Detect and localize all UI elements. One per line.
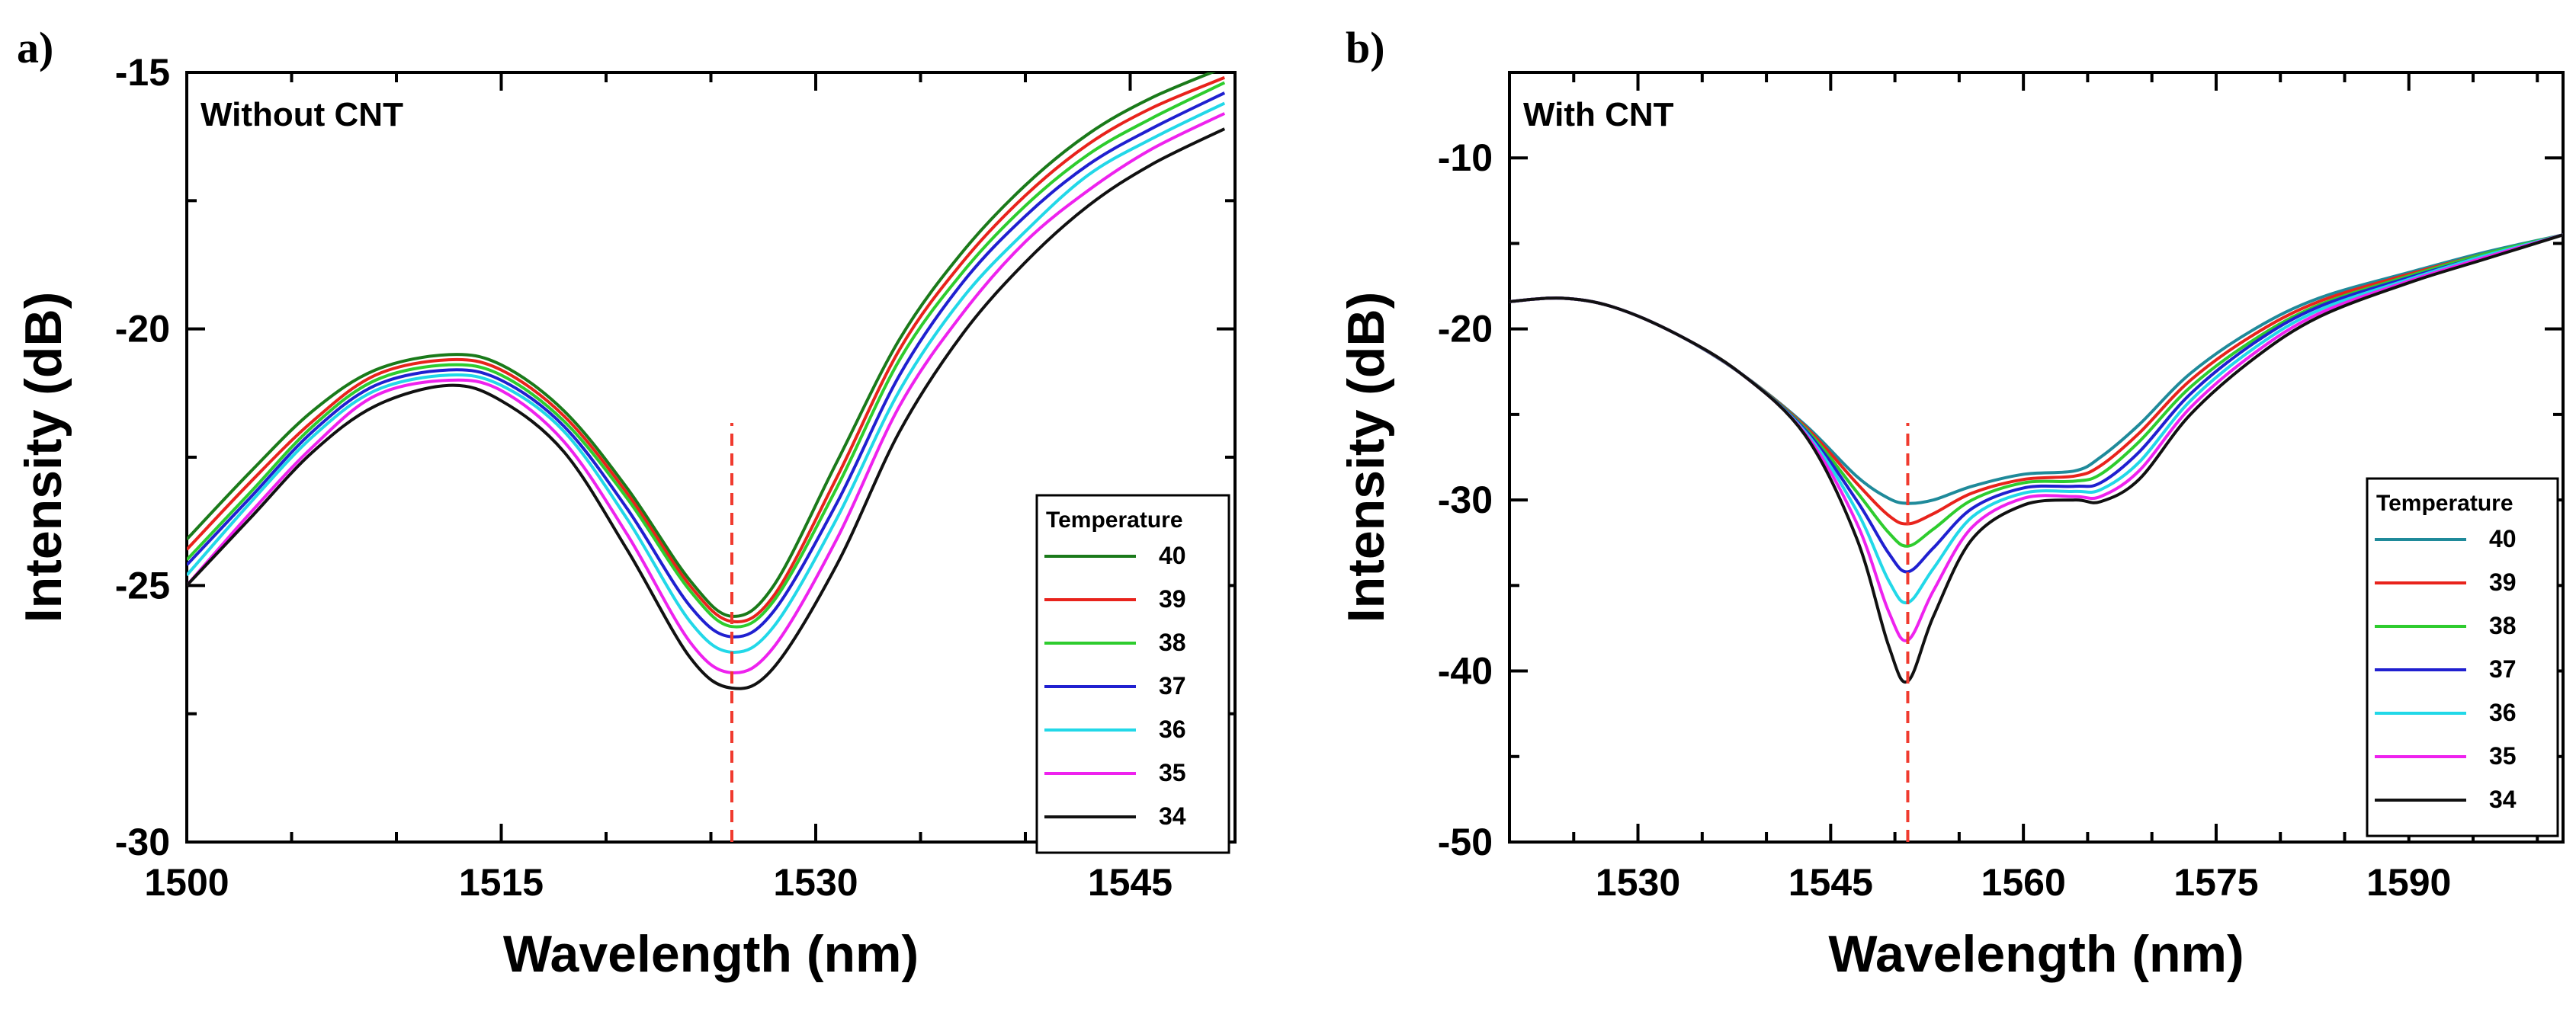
y-axis-label: Intensity (dB) bbox=[1337, 292, 1395, 623]
y-tick-label: -20 bbox=[1438, 308, 1493, 351]
y-tick-label: -10 bbox=[1438, 136, 1493, 179]
inset-label: With CNT bbox=[1523, 96, 1674, 133]
y-tick-label: -20 bbox=[115, 308, 170, 351]
legend-entry-38: 38 bbox=[2489, 612, 2517, 639]
x-tick-label: 1575 bbox=[2173, 861, 2258, 904]
legend-box bbox=[1035, 494, 1230, 854]
legend-title: Temperature bbox=[2376, 491, 2513, 516]
legend-entry-36: 36 bbox=[1159, 716, 1186, 743]
x-tick-label: 1530 bbox=[773, 861, 858, 904]
panel-label: b) bbox=[1346, 23, 1385, 72]
legend-entry-37: 37 bbox=[1159, 672, 1186, 700]
legend-entry-38: 38 bbox=[1159, 629, 1186, 656]
legend: Temperature 40 39 38 37 36 35 34 bbox=[2366, 477, 2559, 837]
y-tick-label: -30 bbox=[115, 821, 170, 863]
chart-panel-b: 1530 1545 1560 1575 1590 -10 -20 -30 -40 -50 Wavel… bbox=[1337, 23, 2565, 983]
series-line-36 bbox=[187, 101, 1226, 654]
x-tick-label: 1590 bbox=[2366, 861, 2451, 904]
legend-entry-34: 34 bbox=[2489, 786, 2517, 813]
x-axis-label: Wavelength (nm) bbox=[1828, 925, 2244, 983]
y-tick-label: -50 bbox=[1438, 821, 1493, 863]
series-line-34 bbox=[1509, 233, 2563, 684]
legend-entry-35: 35 bbox=[1159, 759, 1186, 786]
series-group bbox=[1509, 233, 2563, 684]
legend-entry-39: 39 bbox=[1159, 585, 1186, 613]
legend-entry-36: 36 bbox=[2489, 699, 2517, 726]
y-tick-label: -40 bbox=[1438, 650, 1493, 693]
x-tick-label: 1545 bbox=[1088, 861, 1173, 904]
legend-entry-34: 34 bbox=[1159, 802, 1186, 830]
x-tick-label: 1560 bbox=[1981, 861, 2066, 904]
y-tick-label: -15 bbox=[115, 51, 170, 94]
legend-title: Temperature bbox=[1046, 507, 1183, 533]
legend-entry-35: 35 bbox=[2489, 742, 2517, 770]
legend-entry-40: 40 bbox=[1159, 542, 1186, 569]
series-line-37 bbox=[187, 91, 1226, 639]
legend: Temperature 40 39 38 37 36 35 34 bbox=[1035, 494, 1230, 854]
y-tick-label: -30 bbox=[1438, 479, 1493, 521]
series-line-39 bbox=[187, 75, 1226, 623]
x-axis-label: Wavelength (nm) bbox=[503, 925, 919, 983]
panel-label: a) bbox=[17, 23, 53, 72]
x-tick-label: 1500 bbox=[144, 861, 229, 904]
series-group bbox=[187, 72, 1226, 690]
legend-entry-40: 40 bbox=[2489, 525, 2517, 552]
series-line-38 bbox=[187, 81, 1226, 629]
x-tick-label: 1530 bbox=[1596, 861, 1680, 904]
series-line-40 bbox=[187, 72, 1216, 618]
x-tick-label: 1545 bbox=[1788, 861, 1873, 904]
legend-entry-37: 37 bbox=[2489, 655, 2517, 683]
series-line-35 bbox=[187, 112, 1226, 674]
y-tick-label: -25 bbox=[115, 564, 170, 607]
x-tick-label: 1515 bbox=[459, 861, 544, 904]
plot-frame bbox=[1508, 71, 2565, 844]
chart-panel-a: 1500 1515 1530 1545 -15 -20 -25 -30 Wavelength (… bbox=[14, 23, 1237, 983]
inset-label: Without CNT bbox=[200, 96, 403, 133]
y-axis-label: Intensity (dB) bbox=[14, 292, 72, 623]
legend-entry-39: 39 bbox=[2489, 568, 2517, 596]
legend-box bbox=[2366, 477, 2559, 837]
series-line-34 bbox=[187, 127, 1226, 690]
